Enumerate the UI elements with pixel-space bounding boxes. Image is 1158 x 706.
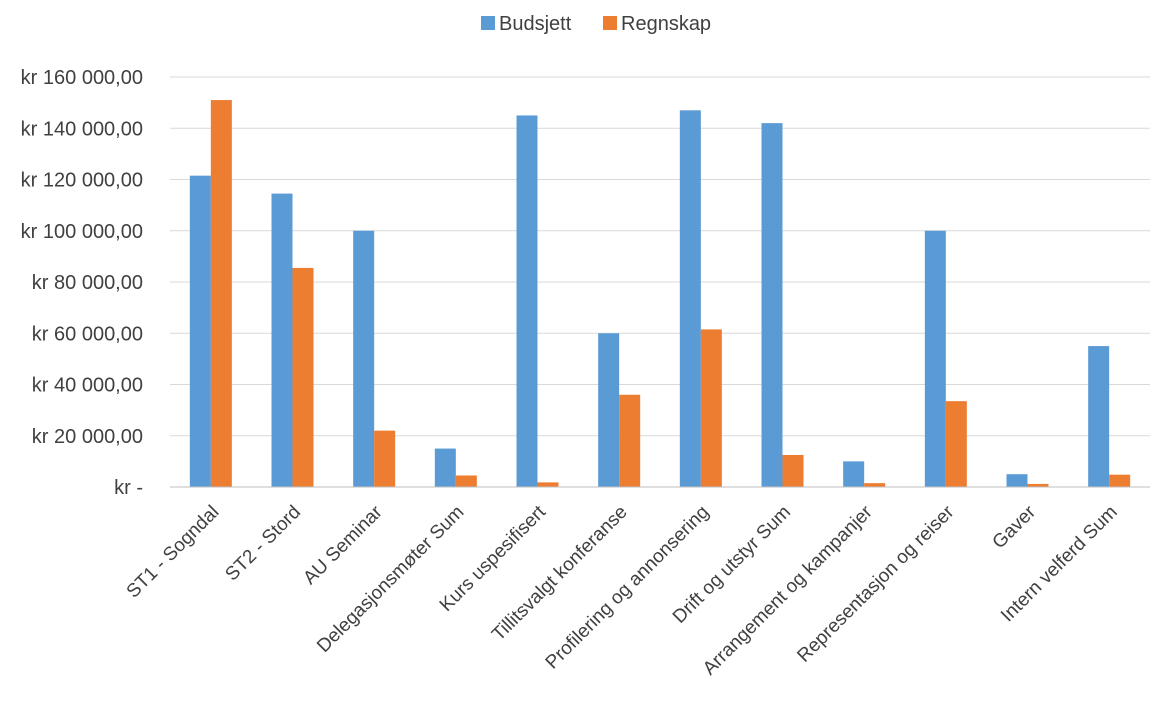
x-category-label: Gaver: [989, 501, 1041, 553]
bar-regnskap-0: [210, 100, 232, 487]
bar-budsjett-5: [598, 333, 620, 487]
y-tick-label: kr 160 000,00: [21, 67, 143, 89]
y-tick-label: kr 20 000,00: [32, 426, 143, 448]
bar-budsjett-3: [434, 448, 456, 487]
bars: [189, 100, 1131, 487]
bar-budsjett-11: [1088, 346, 1110, 487]
bar-regnskap-2: [374, 430, 396, 487]
x-category-label: ST1 - Sogndal: [123, 502, 224, 603]
bar-budsjett-8: [843, 461, 865, 487]
y-tick-label: kr 100 000,00: [21, 221, 143, 243]
bar-regnskap-6: [700, 329, 722, 487]
x-category-label: Arrangement og kampanjer: [699, 501, 877, 679]
y-tick-label: kr -: [114, 477, 143, 499]
x-category-label: ST2 - Stord: [221, 502, 305, 586]
bar-budsjett-0: [189, 175, 211, 487]
bar-regnskap-4: [537, 482, 559, 487]
legend-swatch-budsjett: [481, 16, 495, 30]
bar-budsjett-10: [1006, 474, 1028, 487]
y-tick-label: kr 60 000,00: [32, 323, 143, 345]
legend-label-budsjett: Budsjett: [499, 13, 572, 35]
bar-budsjett-6: [679, 110, 701, 487]
bar-regnskap-10: [1027, 483, 1049, 487]
y-tick-label: kr 140 000,00: [21, 118, 143, 140]
legend-label-regnskap: Regnskap: [621, 13, 711, 35]
x-category-label: Tillitsvalgt konferanse: [488, 502, 632, 646]
bar-regnskap-5: [619, 394, 641, 487]
bar-regnskap-9: [945, 401, 967, 487]
bar-budsjett-9: [924, 230, 946, 487]
x-category-label: Delegasjonsmøter Sum: [313, 502, 468, 657]
legend: Budsjett Regnskap: [481, 13, 711, 35]
bar-budsjett-4: [516, 115, 538, 487]
bar-budsjett-7: [761, 123, 783, 487]
x-category-label: Representasjon og reiser: [793, 501, 958, 666]
bar-budsjett-2: [353, 230, 375, 487]
x-category-label: AU Seminar: [299, 501, 387, 589]
bar-regnskap-7: [782, 454, 804, 487]
x-category-label: Profilering og annonsering: [542, 502, 714, 674]
y-axis-tick-labels: kr - kr 20 000,00 kr 40 000,00 kr 60 000,00…: [21, 67, 143, 499]
y-tick-label: kr 120 000,00: [21, 170, 143, 192]
bar-regnskap-1: [292, 267, 314, 487]
gridlines: [170, 76, 1150, 437]
legend-swatch-regnskap: [603, 16, 617, 30]
bar-budsjett-1: [271, 193, 293, 487]
y-tick-label: kr 40 000,00: [32, 375, 143, 397]
bar-regnskap-8: [864, 483, 886, 487]
bar-regnskap-3: [455, 475, 477, 487]
bar-regnskap-11: [1109, 474, 1131, 487]
y-tick-label: kr 80 000,00: [32, 272, 143, 294]
